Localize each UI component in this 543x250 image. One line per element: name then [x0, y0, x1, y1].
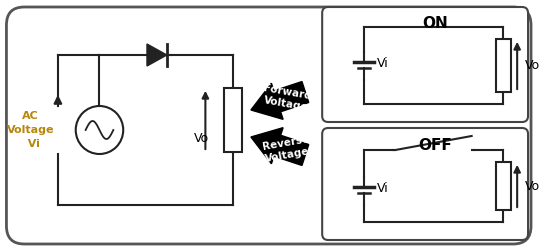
Text: OFF: OFF	[419, 138, 452, 154]
Text: ON: ON	[422, 16, 449, 30]
Bar	[496, 162, 511, 210]
Text: Vo: Vo	[194, 132, 209, 145]
FancyBboxPatch shape	[7, 7, 531, 244]
Circle shape	[75, 106, 123, 154]
Text: Reverse
Voltage: Reverse Voltage	[261, 134, 312, 164]
Polygon shape	[251, 82, 309, 119]
Text: Forward
Voltage: Forward Voltage	[261, 83, 312, 113]
Polygon shape	[147, 44, 167, 66]
Text: Vi: Vi	[377, 182, 388, 196]
Polygon shape	[251, 128, 309, 166]
Text: Vo: Vo	[525, 180, 540, 192]
FancyBboxPatch shape	[322, 7, 528, 122]
FancyBboxPatch shape	[322, 128, 528, 240]
Bar	[224, 88, 242, 152]
Bar	[496, 39, 511, 92]
Text: Vi: Vi	[377, 57, 388, 70]
Text: Vo: Vo	[525, 59, 540, 72]
Text: AC
Voltage
  Vi: AC Voltage Vi	[7, 111, 54, 149]
